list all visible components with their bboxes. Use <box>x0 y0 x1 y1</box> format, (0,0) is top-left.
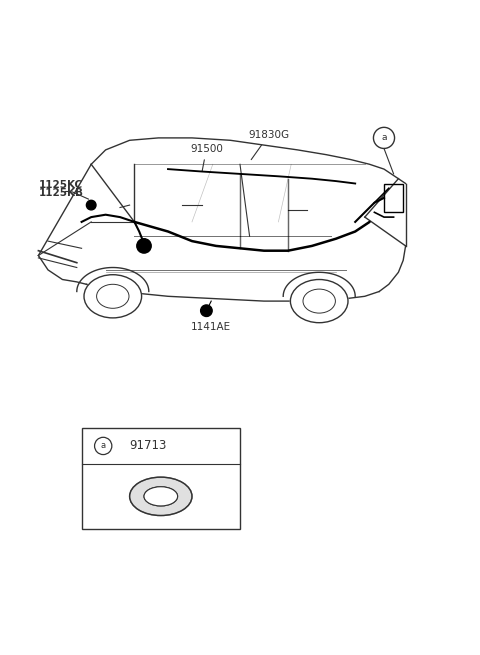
Circle shape <box>86 200 96 210</box>
Ellipse shape <box>144 487 178 506</box>
Bar <box>384 183 403 212</box>
Text: 91830G: 91830G <box>248 130 289 160</box>
Ellipse shape <box>130 477 192 515</box>
Ellipse shape <box>84 274 142 318</box>
Text: a: a <box>101 441 106 451</box>
Circle shape <box>137 238 151 253</box>
Circle shape <box>201 305 212 316</box>
Ellipse shape <box>290 280 348 323</box>
Text: a: a <box>381 134 387 142</box>
Text: 91500: 91500 <box>190 144 223 171</box>
Text: 1125KB: 1125KB <box>38 187 84 198</box>
Text: 91713: 91713 <box>130 440 167 453</box>
Text: 1125KC: 1125KC <box>38 180 83 191</box>
Text: 1141AE: 1141AE <box>191 313 231 332</box>
